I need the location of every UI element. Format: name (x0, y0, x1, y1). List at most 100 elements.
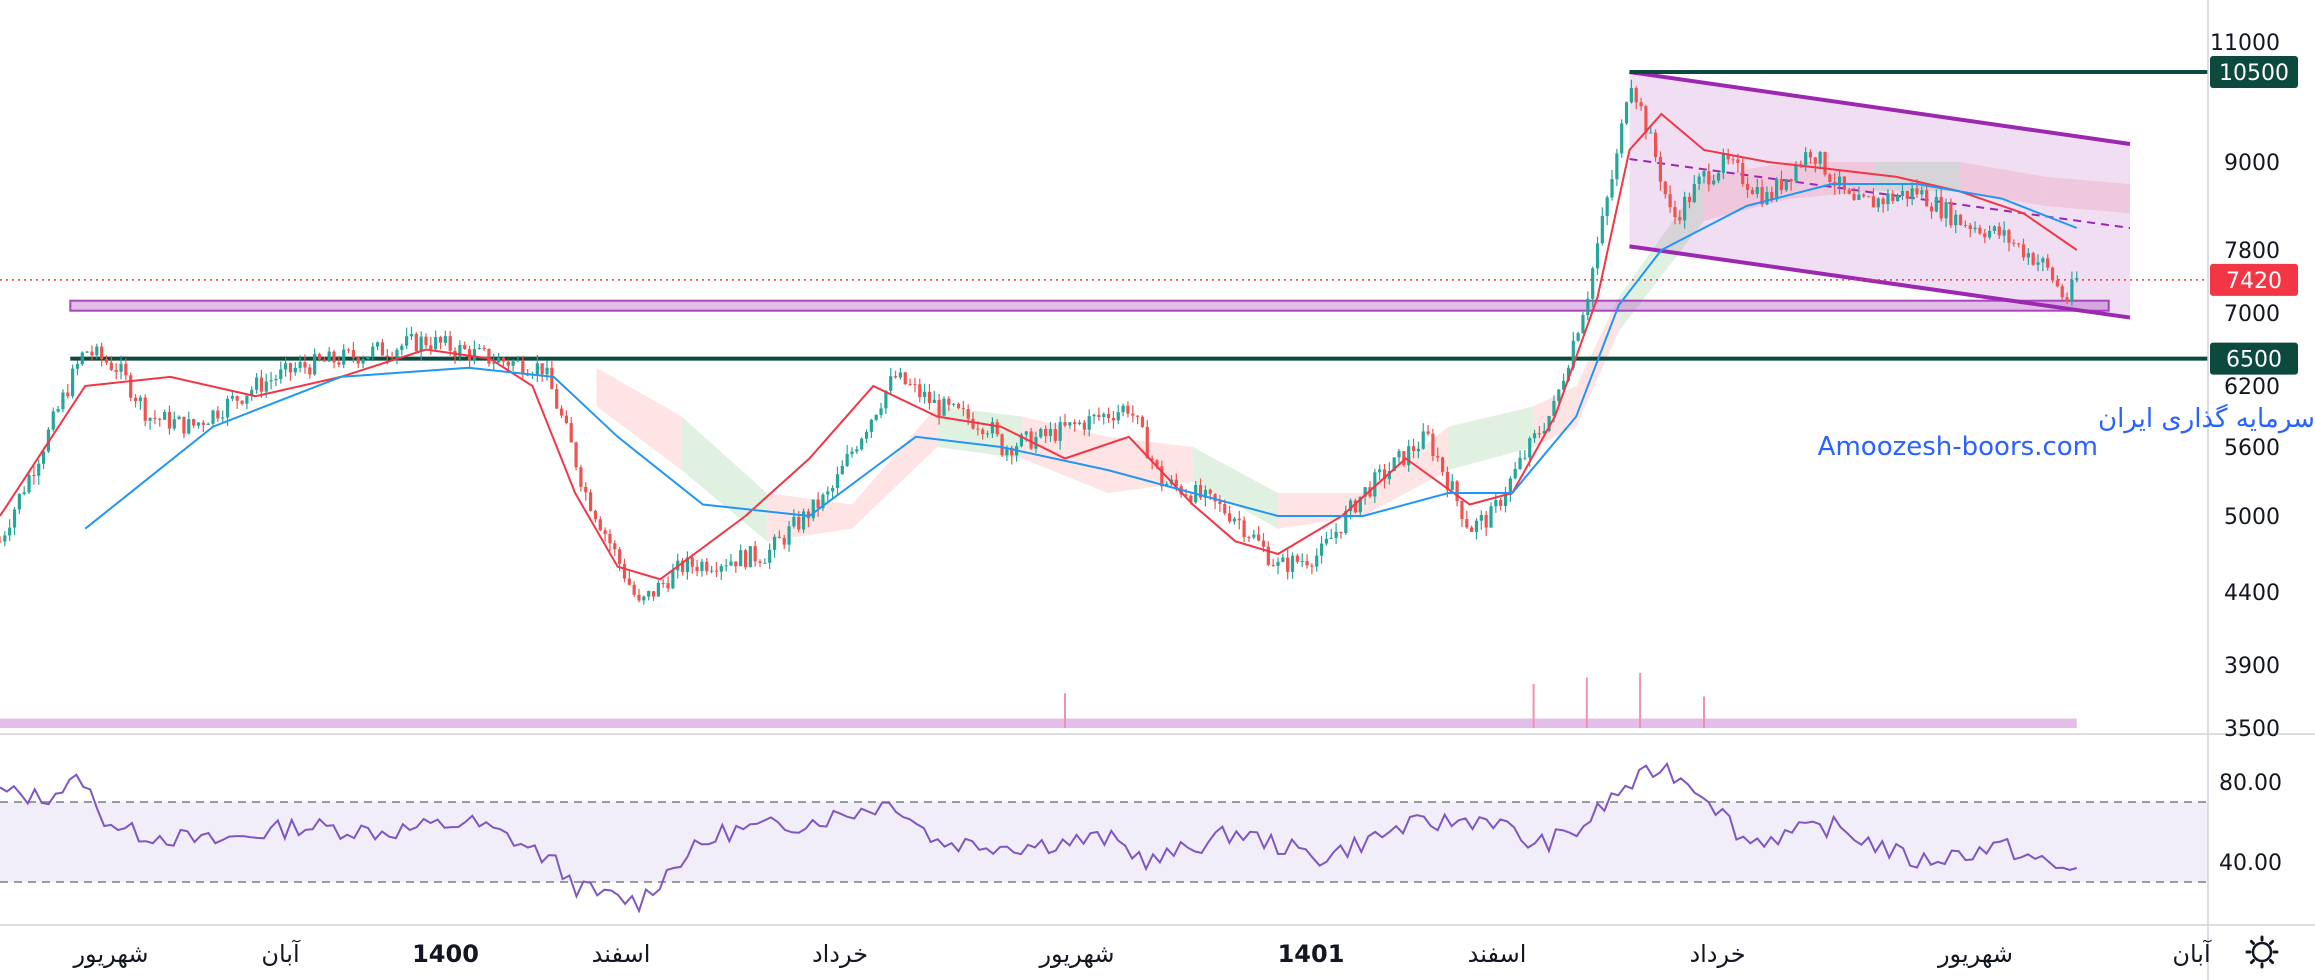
candle-body (162, 411, 167, 420)
candle-body (1416, 448, 1420, 452)
volume-spike (1532, 683, 1535, 728)
cloud-segment (1192, 447, 1278, 529)
candle-body (12, 509, 17, 528)
candle-body (1920, 190, 1924, 195)
candle-body (37, 463, 41, 476)
moving-averages (0, 112, 2078, 581)
candle-body (1997, 226, 2001, 236)
candle-body (2041, 258, 2045, 263)
candle-body (1881, 198, 1885, 205)
rsi-tick-label: 80.00 (2219, 771, 2282, 796)
candle-body (990, 422, 994, 434)
candle-body (1644, 106, 1648, 133)
cloud-segment (1022, 416, 1108, 493)
candle-body (61, 392, 65, 410)
candle-body (2060, 286, 2064, 298)
candle-body (288, 363, 293, 373)
candle-body (1571, 340, 1575, 368)
candle-body (1537, 433, 1542, 435)
candle-body (1455, 481, 1459, 502)
candle-body (869, 419, 873, 432)
candle-body (71, 368, 75, 397)
candle-body (1818, 152, 1822, 164)
channel-lower-line (1629, 244, 2131, 320)
candle-body (1092, 414, 1096, 417)
candle-body (1692, 183, 1696, 203)
candle-body (1184, 494, 1188, 496)
candle-body (618, 549, 622, 564)
candle-body (1155, 460, 1159, 467)
candle-body (1954, 214, 1958, 226)
candle-body (138, 397, 142, 402)
candle-body (1900, 190, 1905, 197)
candle-body (366, 356, 370, 360)
candle-body (579, 467, 583, 487)
candle-body (346, 349, 351, 351)
rsi-pane: 80.00 40.00 (0, 733, 2315, 926)
candle-body (884, 390, 888, 409)
candle-body (947, 398, 951, 405)
candle-body (1373, 472, 1377, 497)
candle-body (1745, 184, 1750, 190)
candle-body (1789, 179, 1793, 182)
candle-body (1344, 511, 1348, 534)
candle-body (2036, 262, 2040, 265)
candle-body (1968, 225, 1972, 230)
candle-body (1339, 531, 1343, 534)
volume-spike (1064, 693, 1066, 728)
candle-body (927, 391, 932, 404)
candle-body (860, 438, 864, 450)
candle-body (2007, 230, 2011, 243)
candle-body (889, 376, 893, 391)
candle-body (918, 384, 922, 398)
candle-body (598, 519, 602, 531)
candle-body (143, 397, 147, 421)
candle-body (792, 516, 796, 527)
candle-body (2050, 267, 2055, 281)
price-tag-10500 (2210, 56, 2298, 88)
candle-body (1910, 188, 1914, 199)
candle-body (826, 491, 830, 495)
candle-body (1615, 153, 1619, 180)
time-label: خرداد (1689, 940, 1745, 968)
candle-body (1716, 173, 1721, 181)
candle-body (1813, 157, 1817, 164)
candle-body (1639, 102, 1643, 107)
candle-body (981, 429, 985, 435)
time-label: خرداد (812, 940, 868, 968)
candle-body (1963, 225, 1968, 227)
gear-icon[interactable] (2245, 935, 2279, 969)
candle-body (259, 377, 264, 392)
candles (0, 79, 2079, 605)
candle-body (438, 336, 443, 343)
cloud-segment (1363, 426, 1449, 516)
candle-body (1005, 447, 1009, 456)
candle-body (1668, 194, 1672, 208)
candle-body (685, 557, 690, 573)
candle-body (1653, 132, 1658, 158)
candle-body (434, 336, 438, 350)
candle-body (1349, 500, 1353, 512)
candle-body (405, 336, 409, 346)
candle-body (908, 384, 912, 386)
candle-body (1949, 202, 1953, 226)
candle-body (1353, 500, 1358, 513)
candle-body (1208, 489, 1212, 494)
candle-body (1557, 389, 1561, 401)
candle-body (182, 416, 186, 434)
candle-body (1440, 457, 1445, 472)
candle-body (1150, 458, 1154, 461)
candle-body (1958, 214, 1963, 226)
candle-body (41, 451, 46, 464)
price-tick-label: 7800 (2224, 239, 2280, 264)
candle-body (317, 354, 322, 360)
candle-body (104, 358, 109, 363)
candle-body (1276, 561, 1280, 566)
candle-body (1470, 527, 1474, 532)
candle-body (1649, 132, 1653, 134)
candle-body (2031, 253, 2035, 265)
candle-body (787, 526, 791, 545)
candle-body (22, 492, 26, 494)
candle-body (588, 492, 593, 511)
